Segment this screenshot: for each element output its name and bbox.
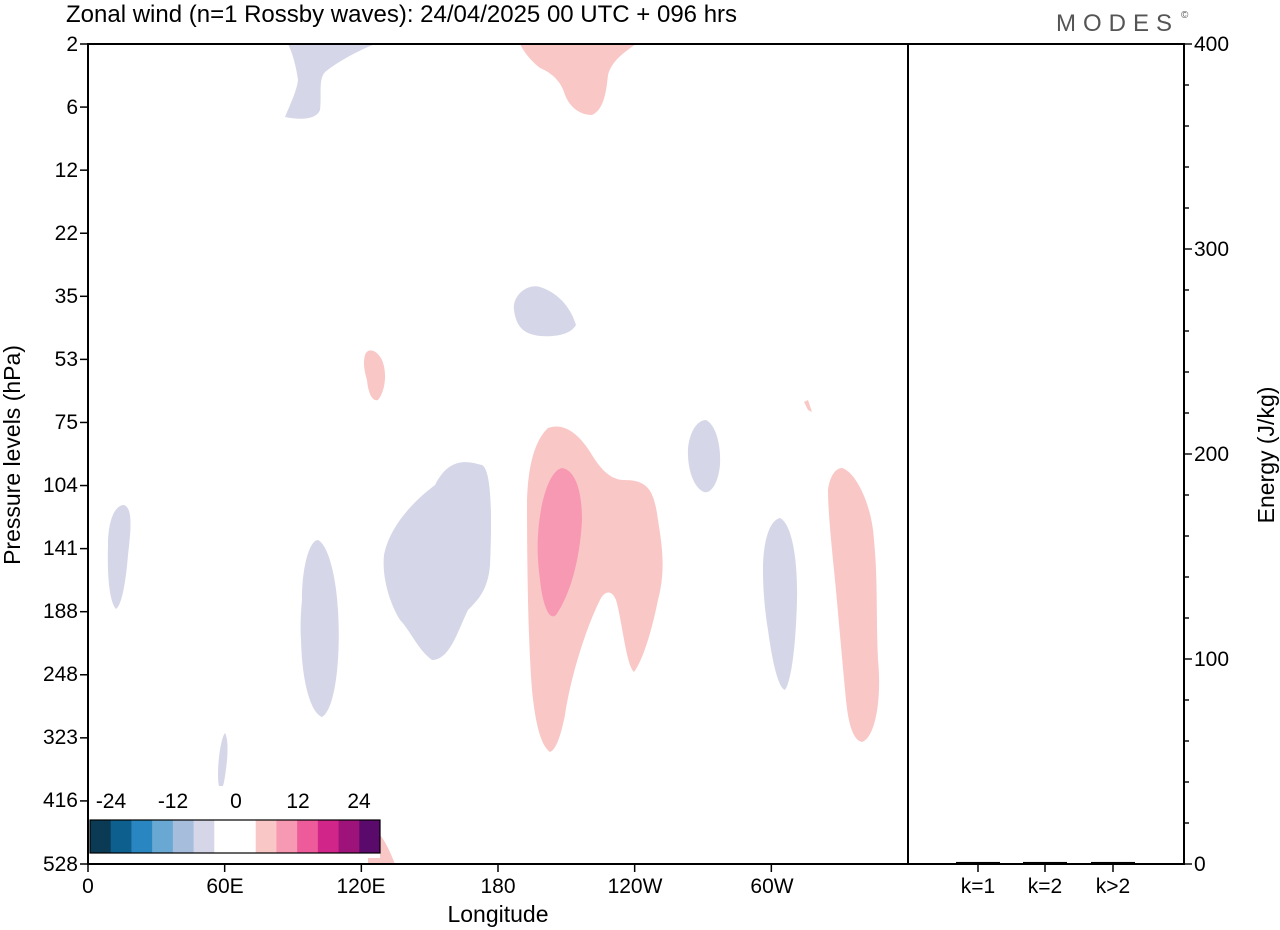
contour-positive — [363, 350, 386, 401]
colorbar: -24 -12 0 12 24 — [88, 786, 381, 858]
x-tick-label: 60E — [206, 875, 243, 898]
colorbar-swatch — [297, 820, 319, 853]
colorbar-swatch — [131, 820, 153, 853]
colorbar-tick-label: -12 — [158, 790, 188, 813]
y-tick-label: 75 — [55, 411, 78, 434]
x-axis-labels: 0 60E 120E 180 120W 60W — [82, 875, 794, 898]
y-tick-label: 104 — [43, 474, 78, 497]
y-tick-label: 141 — [43, 537, 78, 560]
y-tick-label: 188 — [43, 600, 78, 623]
y-tick-label: 528 — [43, 853, 78, 876]
colorbar-tick-label: 12 — [286, 790, 309, 813]
plot-frame — [87, 43, 1185, 865]
colorbar-swatches — [90, 820, 381, 853]
contour-positive — [520, 44, 636, 115]
y-tick-label: 323 — [43, 726, 78, 749]
energy-axis-ticks — [1184, 43, 1192, 865]
contour-negative — [687, 420, 721, 493]
colorbar-swatch — [276, 820, 298, 853]
x-axis-title: Longitude — [447, 901, 548, 927]
colorbar-swatch — [255, 820, 277, 853]
contour-negative — [763, 518, 798, 690]
energy-axis-labels: 0 100 200 300 400 — [1194, 33, 1229, 876]
colorbar-swatch — [152, 820, 174, 853]
energy-category-label: k=1 — [961, 875, 995, 898]
energy-bar — [1023, 861, 1067, 864]
x-tick-label: 120E — [336, 875, 385, 898]
colorbar-swatch — [235, 820, 257, 853]
colorbar-tick-label: 24 — [347, 790, 371, 813]
x-tick-label: 0 — [82, 875, 94, 898]
y-tick-label: 53 — [55, 348, 78, 371]
colorbar-swatch — [193, 820, 215, 853]
colorbar-swatch — [90, 820, 112, 853]
colorbar-frame — [89, 819, 381, 854]
colorbar-swatch — [317, 820, 339, 853]
y-tick-label: 2 — [66, 33, 78, 56]
colorbar-tick-label: -24 — [96, 790, 127, 813]
y-axis-ticks — [80, 43, 88, 865]
contour-positive-core — [537, 468, 582, 617]
contour-positive — [804, 400, 812, 412]
energy-bars — [956, 861, 1135, 872]
y-axis-title: Pressure levels (hPa) — [0, 345, 25, 565]
colorbar-tick-label: 0 — [230, 790, 242, 813]
energy-axis-title: Energy (J/kg) — [1253, 387, 1279, 524]
contour-negative — [285, 44, 375, 119]
contour-positive — [828, 468, 880, 742]
energy-bar — [1091, 861, 1135, 864]
x-tick-label: 120W — [608, 875, 663, 898]
energy-tick-label: 300 — [1194, 238, 1229, 261]
colorbar-swatch — [172, 820, 194, 853]
y-tick-label: 248 — [43, 663, 78, 686]
energy-tick-label: 0 — [1194, 853, 1206, 876]
colorbar-swatch — [359, 820, 381, 853]
x-axis-ticks — [87, 864, 773, 872]
colorbar-swatch — [110, 820, 132, 853]
energy-category-labels: k=1 k=2 k>2 — [961, 875, 1130, 898]
contour-field — [107, 44, 880, 864]
y-tick-label: 12 — [55, 159, 78, 182]
energy-tick-label: 200 — [1194, 443, 1229, 466]
contour-negative — [383, 462, 492, 660]
contour-negative — [218, 733, 228, 789]
contour-negative — [300, 540, 339, 717]
chart-title: Zonal wind (n=1 Rossby waves): 24/04/202… — [66, 1, 737, 28]
energy-tick-label: 400 — [1194, 33, 1229, 56]
energy-category-label: k=2 — [1028, 875, 1062, 898]
y-axis-labels: 2 6 12 22 35 53 75 104 141 188 248 323 4… — [43, 33, 78, 876]
x-tick-label: 180 — [480, 875, 515, 898]
y-tick-label: 416 — [43, 789, 78, 812]
y-tick-label: 22 — [55, 222, 78, 245]
colorbar-swatch — [338, 820, 360, 853]
contour-negative — [513, 286, 576, 337]
energy-category-label: k>2 — [1096, 875, 1130, 898]
energy-bar — [956, 861, 1000, 864]
colorbar-swatch — [214, 820, 236, 853]
contour-negative — [107, 505, 131, 609]
energy-tick-label: 100 — [1194, 648, 1229, 671]
modes-logo: MODES — [1056, 10, 1179, 37]
x-tick-label: 60W — [750, 875, 793, 898]
logo-mark: © — [1181, 10, 1189, 21]
y-tick-label: 6 — [66, 96, 78, 119]
y-tick-label: 35 — [55, 285, 78, 308]
